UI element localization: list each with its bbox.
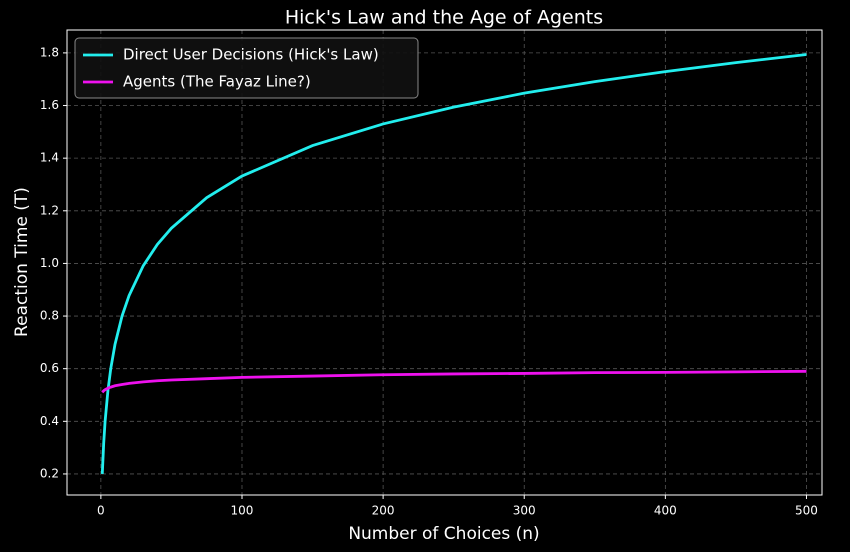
y-tick-label: 1.2 [40,203,59,217]
legend-box [74,37,419,99]
legend-label: Direct User Decisions (Hick's Law) [123,46,379,64]
plot-frame [66,29,823,496]
line-series [101,369,807,394]
x-tick-label: 500 [795,504,818,518]
x-tick-label: 200 [372,504,395,518]
y-tick-label: 0.2 [40,466,59,480]
x-tick-label: 400 [654,504,677,518]
x-tick-label: 0 [97,504,105,518]
y-tick-label: 0.4 [40,414,59,428]
y-tick-label: 1.0 [40,256,59,270]
y-tick-label: 1.8 [40,45,59,59]
x-tick-label: 100 [231,504,254,518]
y-tick-label: 0.6 [40,361,59,375]
legend-label: Agents (The Fayaz Line?) [123,73,311,91]
y-tick-label: 1.4 [40,151,59,165]
line-series [100,53,807,475]
y-tick-label: 1.6 [40,98,59,112]
x-axis-label: Number of Choices (n) [348,524,539,544]
y-tick-label: 0.8 [40,309,59,323]
chart-title: Hick's Law and the Age of Agents [285,7,603,29]
y-axis-label: Reaction Time (T) [12,187,32,337]
x-tick-label: 300 [513,504,536,518]
